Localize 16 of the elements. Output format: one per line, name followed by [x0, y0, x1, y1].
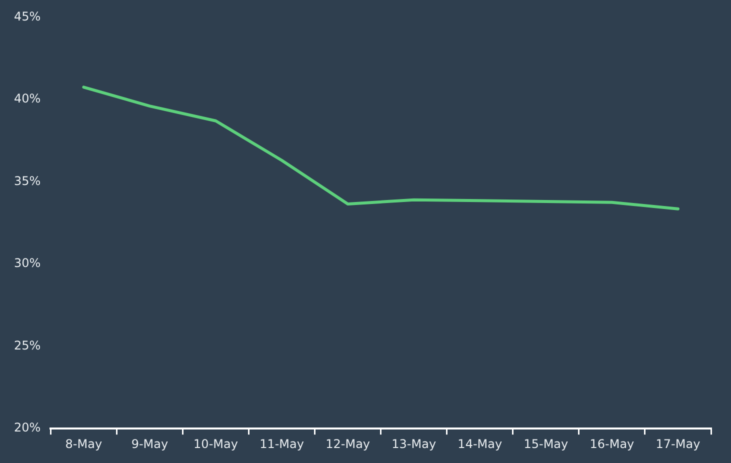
y-tick-label: 20%	[14, 420, 41, 435]
y-tick-label: 35%	[14, 174, 41, 188]
x-tick-label: 16-May	[590, 436, 634, 451]
x-tick-label: 14-May	[458, 436, 502, 451]
x-tick-label: 17-May	[656, 436, 700, 451]
x-tick-label: 11-May	[260, 436, 304, 451]
y-tick-label: 40%	[14, 92, 41, 106]
x-tick-label: 8-May	[65, 436, 102, 451]
x-tick-label: 10-May	[194, 436, 238, 451]
x-tick-label: 13-May	[392, 436, 436, 451]
x-tick-label: 15-May	[524, 436, 568, 451]
y-tick-label: 25%	[14, 338, 41, 352]
x-tick-label: 9-May	[131, 436, 168, 451]
y-tick-label: 30%	[14, 256, 41, 270]
y-tick-label: 45%	[14, 9, 41, 24]
x-tick-label: 12-May	[326, 436, 370, 451]
